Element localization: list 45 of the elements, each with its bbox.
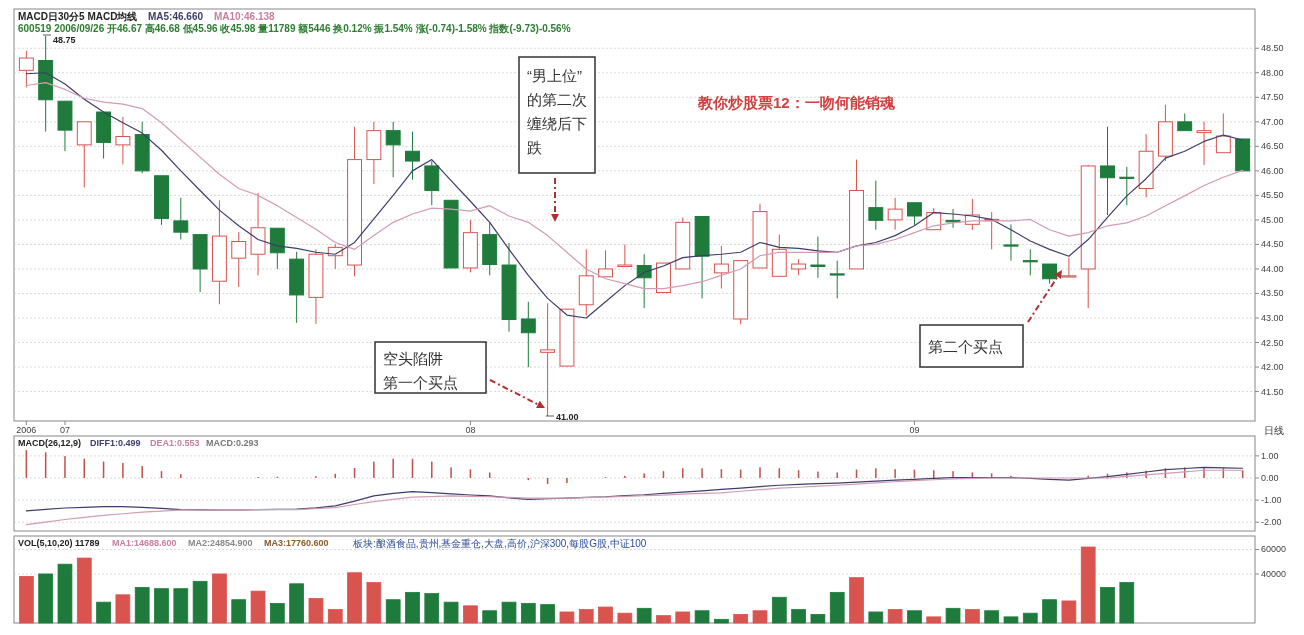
annotation: 板块:酿酒食品,贵州,基金重仓,大盘,高价,沪深300,每股G股,中证100 (352, 538, 647, 549)
y-tick-label: 45.50 (1261, 190, 1284, 201)
text: 教你炒股票12：一吻何能销魂 (697, 94, 895, 111)
y-tick-label: 1.00 (1261, 450, 1279, 461)
annotation: MA5:46.660 (148, 11, 204, 22)
annotation: MA3:17760.600 (264, 538, 329, 548)
y-tick-label: 47.00 (1261, 116, 1284, 127)
y-tick-label: -1.00 (1261, 495, 1282, 506)
y-tick-label: 44.00 (1261, 263, 1284, 274)
annotation: MA1:14688.600 (112, 538, 177, 548)
y-tick-label: 46.50 (1261, 141, 1284, 152)
y-tick-label: -2.00 (1261, 517, 1282, 528)
y-tick-label: 48.50 (1261, 43, 1284, 54)
text: 日线 (1264, 425, 1284, 436)
x-tick-label: 07 (59, 425, 70, 435)
y-tick-label: 40000 (1261, 568, 1287, 579)
y-tick-label: 60000 (1261, 544, 1287, 555)
y-tick-label: 45.00 (1261, 214, 1284, 225)
annotation: MA2:24854.900 (188, 538, 253, 548)
annotation: 第二个买点 (928, 338, 1003, 355)
y-tick-label: 0.00 (1261, 472, 1279, 483)
y-tick-label: 42.50 (1261, 337, 1284, 348)
annotation: MACD日30分5 MACD均线 (18, 11, 138, 22)
annotation: DEA1:0.553 (150, 438, 200, 448)
y-tick-label: 47.50 (1261, 92, 1284, 103)
annotation: DIFF1:0.499 (90, 438, 141, 448)
x-tick-label: 2006 (16, 425, 37, 435)
annotation: VOL(5,10,20) 11789 (18, 538, 100, 548)
y-tick-label: 42.00 (1261, 362, 1284, 373)
y-tick-label: 43.00 (1261, 313, 1284, 323)
annotation: 空头陷阱第一个买点 (383, 350, 458, 391)
y-tick-label: 43.50 (1261, 288, 1284, 299)
x-tick-label: 08 (465, 425, 476, 435)
y-tick-label: 48.00 (1261, 67, 1284, 78)
annotation: MA10:46.138 (214, 11, 276, 22)
annotation: “男上位”的第二次缠绕后下跌 (527, 67, 587, 156)
annotation: 41.00 (556, 412, 579, 422)
annotation: MACD(26,12,9) (18, 438, 82, 448)
annotation: 600519 2006/09/26 开46.67 高46.68 低45.96 收45.98 量11789 额5446 换0.12% 振1.54% 涨(-0.74)-1.58% 指数(-9.73)-0.56% (18, 23, 571, 34)
annotation: MACD:0.293 (206, 438, 259, 448)
y-tick-label: 46.00 (1261, 165, 1284, 176)
annotation: 48.75 (53, 35, 76, 45)
y-tick-label: 44.50 (1261, 239, 1284, 250)
y-tick-label: 41.50 (1261, 386, 1284, 397)
x-tick-label: 09 (909, 425, 920, 435)
